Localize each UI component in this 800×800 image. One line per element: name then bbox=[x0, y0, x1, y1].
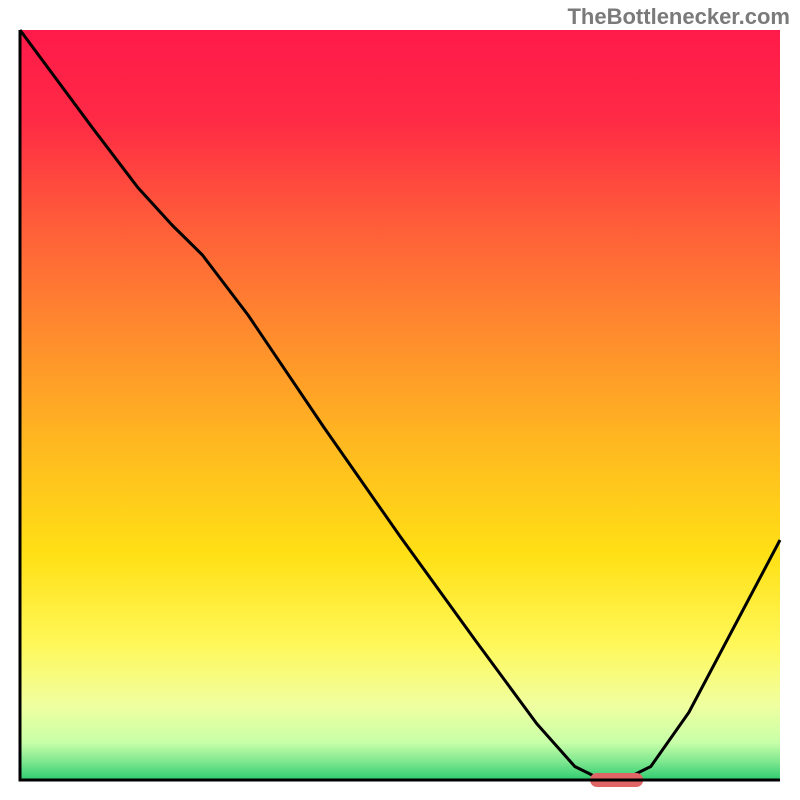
chart-container: TheBottlenecker.com bbox=[0, 0, 800, 800]
bottleneck-chart bbox=[0, 0, 800, 800]
plot-background bbox=[20, 30, 780, 780]
watermark: TheBottlenecker.com bbox=[567, 4, 790, 30]
